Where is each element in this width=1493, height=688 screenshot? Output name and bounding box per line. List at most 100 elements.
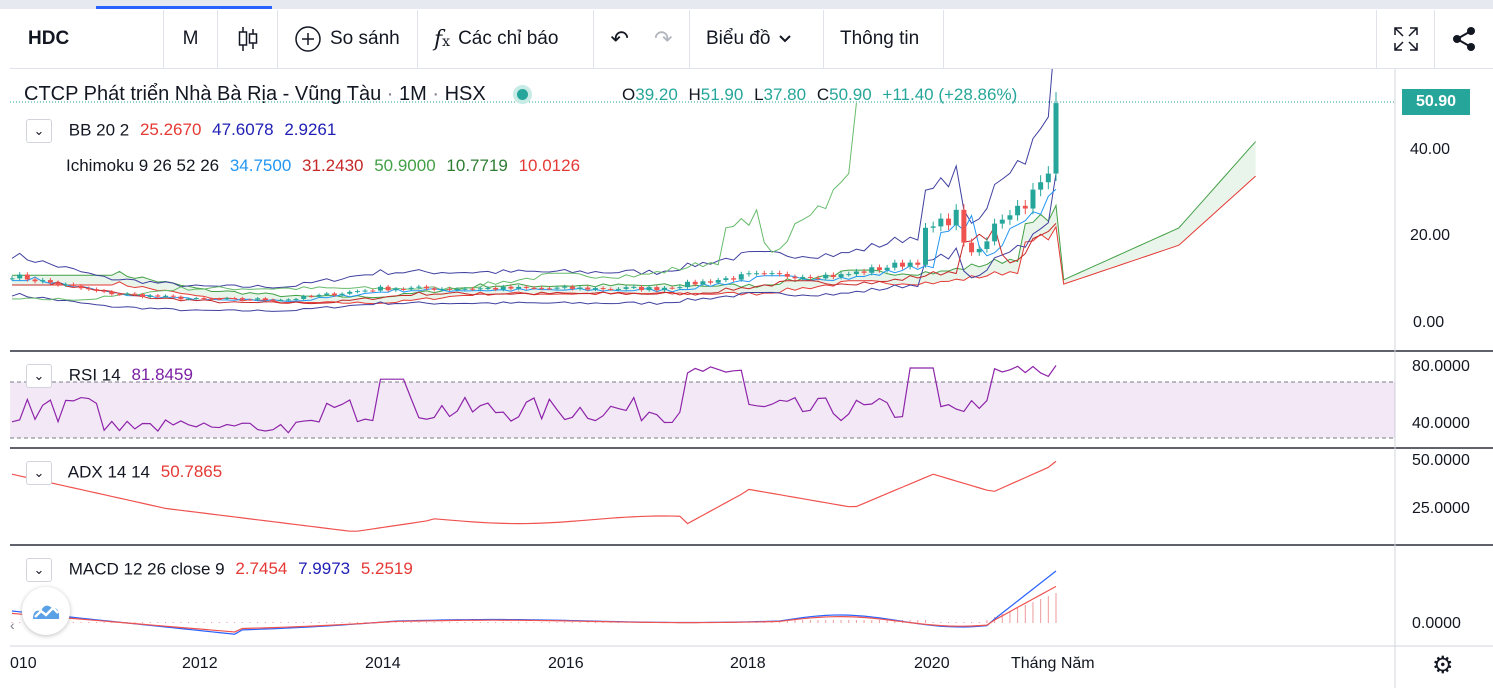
candle-body <box>692 281 698 285</box>
candle-body <box>485 287 491 289</box>
ichimoku-label[interactable]: Ichimoku 9 26 52 26 <box>66 156 220 175</box>
adx-label[interactable]: ADX 14 14 <box>67 462 151 482</box>
candle-body <box>147 295 153 297</box>
ichimoku-legend: Ichimoku 9 26 52 26 34.7500 31.2430 50.9… <box>66 156 581 175</box>
candle-body <box>784 273 790 277</box>
macd-tick-0: 0.0000 <box>1412 615 1461 632</box>
candle-body <box>293 298 299 300</box>
candle-body <box>493 287 499 290</box>
title-sep-2: · <box>432 83 440 105</box>
candle-body <box>201 298 207 300</box>
title-interval: 1M <box>399 83 427 105</box>
candle-body <box>754 273 760 275</box>
candle-body <box>262 298 268 300</box>
bb-label[interactable]: BB 20 2 <box>68 120 130 140</box>
candle-body <box>255 298 261 300</box>
candle-body <box>631 286 637 288</box>
collapse-adx-button[interactable]: ⌄ <box>26 461 52 485</box>
candle-body <box>216 298 222 300</box>
logo-icon[interactable] <box>22 587 70 635</box>
macd-label[interactable]: MACD 12 26 close 9 <box>68 559 225 579</box>
candle-body <box>124 293 130 295</box>
chart-menu-button[interactable]: Biểu đồ <box>690 10 824 68</box>
candle-body <box>769 273 775 275</box>
company-name: CTCP Phát triển Nhà Bà Rịa - Vũng Tàu <box>24 83 382 105</box>
candle-body <box>116 294 122 296</box>
candle-body <box>401 288 406 290</box>
chart-canvas[interactable] <box>10 69 1493 688</box>
share-icon <box>1453 27 1475 51</box>
candle-body <box>331 293 337 296</box>
candle-body <box>516 286 522 289</box>
candle-body <box>370 290 376 292</box>
candle-body <box>155 295 161 297</box>
candle-body <box>109 291 115 295</box>
candle-body <box>1022 205 1028 209</box>
last-price-badge: 50.90 <box>1402 89 1470 115</box>
ichimoku-base-line <box>12 223 1057 305</box>
info-button[interactable]: Thông tin <box>824 10 944 68</box>
chart-menu-label: Biểu đồ <box>706 28 771 49</box>
candle-body <box>592 288 598 290</box>
interval-button[interactable]: M <box>164 10 218 68</box>
candle-body <box>193 298 199 300</box>
chart-type-button[interactable] <box>218 10 278 68</box>
candle-body <box>569 286 575 289</box>
candle-body <box>853 271 859 275</box>
collapse-macd-button[interactable]: ⌄ <box>26 558 52 582</box>
candle-body <box>416 286 422 288</box>
indicators-button[interactable]: fx Các chỉ báo <box>418 10 594 68</box>
time-tick-2020: 2020 <box>914 655 950 672</box>
candle-body <box>907 262 913 267</box>
candle-body <box>508 286 514 289</box>
candle-body <box>646 287 652 291</box>
candle-body <box>984 241 990 249</box>
candle-body <box>86 288 92 290</box>
candle-body <box>24 274 30 280</box>
rsi-label[interactable]: RSI 14 <box>68 365 121 385</box>
candle-body <box>1030 189 1036 209</box>
candle-body <box>354 291 360 293</box>
candle-body <box>347 291 353 294</box>
symbol-label: HDC <box>28 28 70 49</box>
settings-icon[interactable]: ⚙ <box>1432 652 1454 679</box>
candle-body <box>239 298 245 300</box>
candle-body <box>923 227 928 265</box>
scroll-left-arrow[interactable]: ‹ <box>10 617 15 633</box>
toolbar-spacer <box>944 10 1377 68</box>
rsi-tick-80: 80.0000 <box>1412 358 1470 375</box>
candle-body <box>170 295 176 297</box>
candlestick-icon <box>238 27 257 51</box>
candle-body <box>55 282 61 285</box>
candle-body <box>1053 103 1059 174</box>
collapse-legend-button[interactable]: ⌄ <box>26 119 52 143</box>
adx-legend: ⌄ ADX 14 14 50.7865 <box>26 461 222 485</box>
fullscreen-button[interactable] <box>1377 10 1435 68</box>
time-tick-2018: 2018 <box>730 655 766 672</box>
candle-body <box>377 286 383 291</box>
close-value: 50.90 <box>829 85 872 104</box>
candle-body <box>70 284 76 286</box>
chart-area[interactable]: CTCP Phát triển Nhà Bà Rịa - Vũng Tàu · … <box>10 69 1493 688</box>
fullscreen-icon <box>1393 27 1418 51</box>
redo-icon[interactable]: ↷ <box>654 26 673 51</box>
undo-icon[interactable]: ↶ <box>610 26 629 51</box>
compare-button[interactable]: So sánh <box>278 10 418 68</box>
market-status-dot[interactable] <box>513 85 533 105</box>
compare-label: So sánh <box>330 28 400 49</box>
share-button[interactable] <box>1435 10 1493 68</box>
candle-body <box>723 278 729 281</box>
candle-body <box>447 288 453 290</box>
title-sep-1: · <box>386 83 394 105</box>
candle-body <box>746 273 752 275</box>
symbol-search-button[interactable]: HDC <box>10 10 164 68</box>
candle-body <box>523 286 529 288</box>
candle-body <box>285 299 291 301</box>
candle-body <box>63 284 69 286</box>
candle-body <box>531 287 537 289</box>
collapse-rsi-button[interactable]: ⌄ <box>26 364 52 388</box>
candle-body <box>938 218 944 227</box>
ichimoku-span-b <box>12 175 1256 305</box>
candle-body <box>308 296 314 298</box>
candle-body <box>899 262 905 267</box>
